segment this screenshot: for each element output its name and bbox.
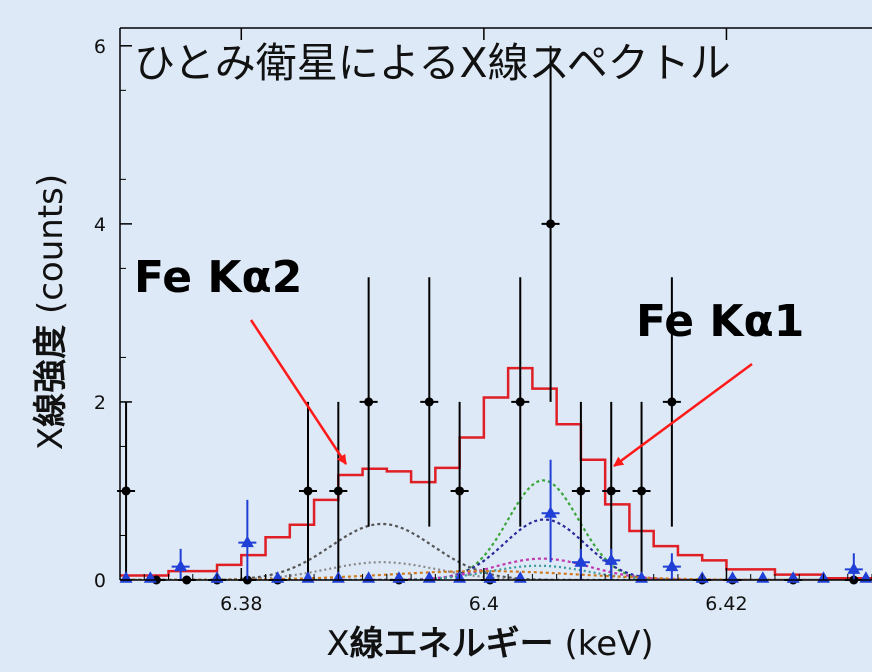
blue-data-point — [665, 559, 679, 572]
black-data-point — [546, 219, 556, 229]
blue-data-point — [847, 562, 861, 574]
blue-data-point — [544, 506, 558, 518]
black-data-point — [364, 397, 374, 407]
y-axis-label: X線強度 (counts) — [31, 174, 71, 450]
blue-data-point — [604, 553, 618, 565]
blue-data-point — [240, 535, 254, 548]
black-data-point — [121, 486, 131, 496]
black-data-point — [333, 486, 343, 496]
y-tick-label: 6 — [94, 36, 106, 58]
black-data-point — [606, 486, 616, 496]
chart-title: ひとみ衛星によるX線スペクトル — [134, 39, 731, 87]
annotation-fe-ka1-arrow — [613, 362, 753, 468]
black-data-point — [455, 486, 465, 496]
x-tick-label: 6.4 — [469, 593, 499, 615]
model-step-line — [120, 366, 872, 580]
annotation-fe-ka2-label: Fe Kα2 — [134, 252, 302, 303]
annotation-fe-ka2-arrow — [249, 319, 348, 465]
y-tick-label: 2 — [94, 392, 106, 414]
annotation-fe-ka1-label: Fe Kα1 — [636, 296, 804, 347]
black-data-point — [576, 486, 586, 496]
blue-data-point — [174, 559, 188, 572]
black-data-point — [667, 397, 677, 407]
black-data-point — [515, 397, 525, 407]
y-tick-label: 0 — [94, 570, 106, 592]
x-tick-label: 6.38 — [220, 593, 262, 615]
blue-data-point — [574, 555, 588, 567]
black-data-point — [303, 486, 313, 496]
plot-area — [120, 28, 872, 580]
y-tick-label: 4 — [94, 214, 106, 236]
x-tick-label: 6.42 — [705, 593, 747, 615]
plot-frame — [119, 27, 872, 581]
black-data-point — [637, 486, 647, 496]
x-axis-label: X線エネルギー (keV) — [326, 624, 653, 664]
black-data-point — [424, 397, 434, 407]
